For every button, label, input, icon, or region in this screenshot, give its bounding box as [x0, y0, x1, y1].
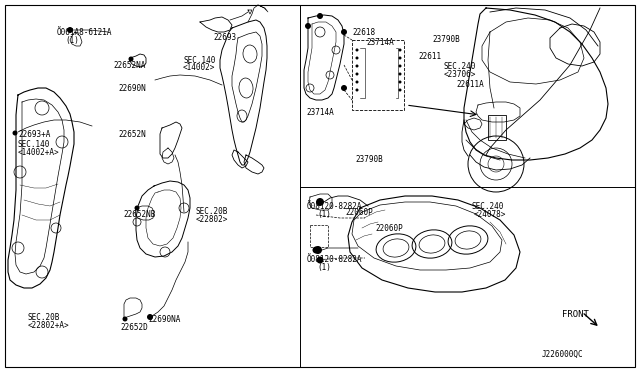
Circle shape [355, 57, 358, 60]
Text: 22693+A: 22693+A [18, 130, 51, 139]
Text: <22802>: <22802> [196, 215, 228, 224]
Text: Õ08120-8282A: Õ08120-8282A [307, 202, 362, 211]
Text: 22690NA: 22690NA [148, 315, 180, 324]
Text: 22060P: 22060P [345, 208, 372, 217]
Text: FRONT: FRONT [562, 310, 589, 319]
Text: 23714A: 23714A [366, 38, 394, 47]
Text: SEC.20B: SEC.20B [28, 313, 60, 322]
Text: SEC.240: SEC.240 [472, 202, 504, 211]
Text: 22618: 22618 [352, 28, 375, 37]
Text: (1): (1) [317, 210, 331, 219]
Circle shape [399, 48, 401, 51]
Circle shape [355, 80, 358, 83]
Circle shape [316, 198, 324, 206]
Circle shape [399, 64, 401, 67]
Circle shape [67, 27, 73, 33]
Text: <24078>: <24078> [474, 210, 506, 219]
Circle shape [317, 13, 323, 19]
Text: 23790B: 23790B [355, 155, 383, 164]
Text: <23706>: <23706> [444, 70, 476, 79]
Text: <14002>: <14002> [183, 63, 216, 72]
Bar [310, 225, 328, 247]
Text: SEC.20B: SEC.20B [195, 207, 227, 216]
Text: 22690N: 22690N [118, 84, 146, 93]
Circle shape [355, 73, 358, 76]
Text: 22611: 22611 [418, 52, 441, 61]
Circle shape [122, 317, 127, 321]
Circle shape [341, 29, 347, 35]
Circle shape [399, 80, 401, 83]
Text: 22652NA: 22652NA [113, 61, 145, 70]
Text: SEC.140: SEC.140 [18, 140, 51, 149]
Text: 22652N: 22652N [118, 130, 146, 139]
Text: J226000QC: J226000QC [542, 350, 584, 359]
Circle shape [355, 89, 358, 92]
Circle shape [399, 57, 401, 60]
Circle shape [341, 85, 347, 91]
Circle shape [399, 89, 401, 92]
Text: 23714A: 23714A [306, 108, 333, 117]
Circle shape [355, 64, 358, 67]
Text: (1): (1) [317, 263, 331, 272]
Circle shape [147, 314, 153, 320]
Bar [352, 40, 404, 110]
Text: SEC.240: SEC.240 [444, 62, 476, 71]
Circle shape [312, 247, 319, 253]
Text: 22652D: 22652D [120, 323, 148, 332]
Circle shape [134, 205, 140, 211]
Circle shape [13, 131, 17, 135]
Circle shape [129, 57, 134, 61]
Text: SEC.140: SEC.140 [183, 56, 216, 65]
Text: Õ061A8-6121A: Õ061A8-6121A [57, 28, 113, 37]
Text: <22802+A>: <22802+A> [28, 321, 70, 330]
Text: 22693: 22693 [213, 33, 236, 42]
Text: Õ08120-8282A: Õ08120-8282A [307, 255, 362, 264]
Circle shape [399, 73, 401, 76]
Text: 22611A: 22611A [456, 80, 484, 89]
Text: 22652NB: 22652NB [123, 210, 156, 219]
Circle shape [314, 246, 322, 254]
Text: (1): (1) [65, 36, 79, 45]
Text: 23790B: 23790B [432, 35, 460, 44]
Text: <14002+A>: <14002+A> [18, 148, 60, 157]
Circle shape [305, 23, 311, 29]
Circle shape [355, 48, 358, 51]
Circle shape [317, 257, 323, 263]
Bar [488, 115, 506, 140]
Text: 22060P: 22060P [375, 224, 403, 233]
